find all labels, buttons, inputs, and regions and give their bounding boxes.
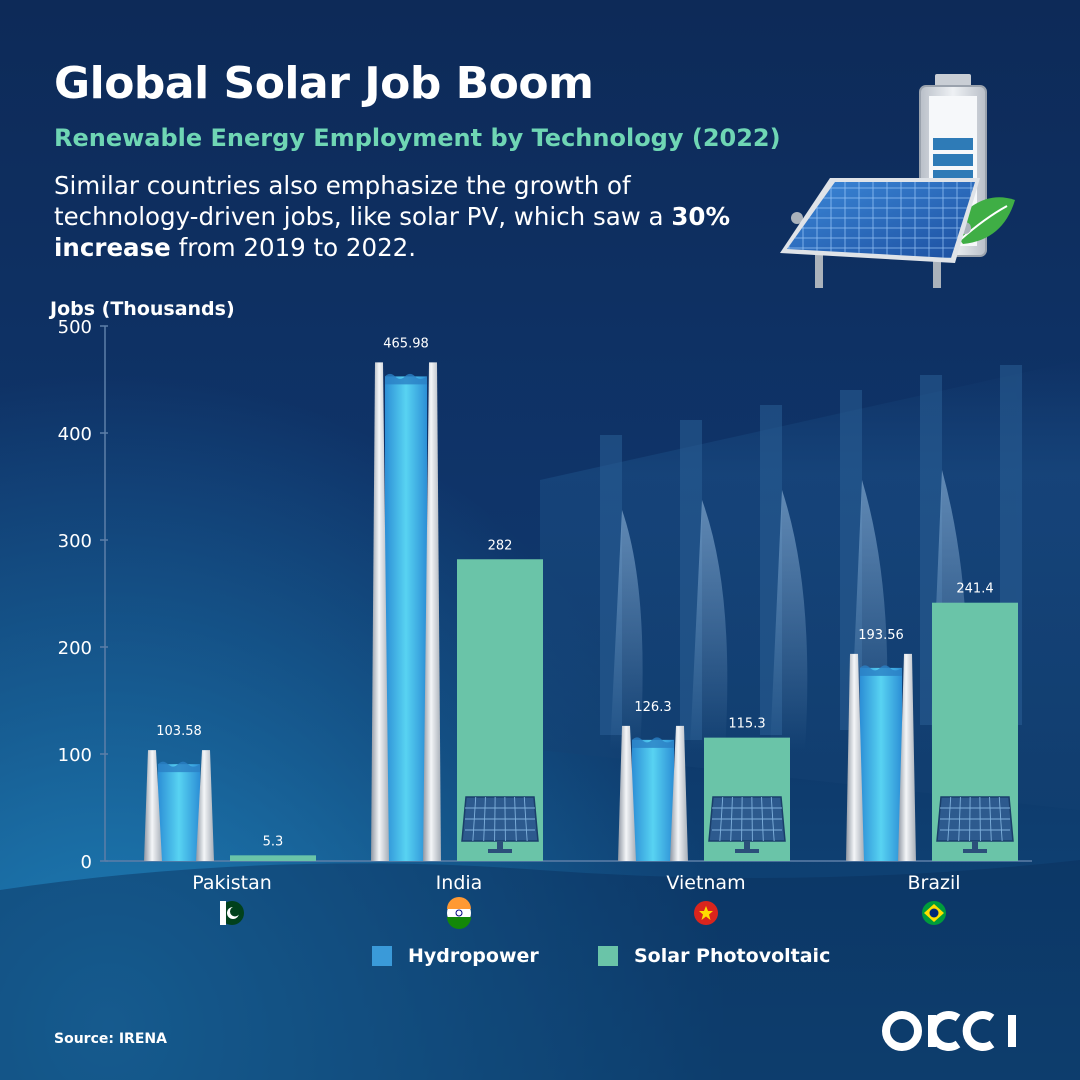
page-subtitle: Renewable Energy Employment by Technolog… — [54, 124, 781, 152]
y-axis-label: Jobs (Thousands) — [48, 298, 235, 320]
hydropower-water — [632, 739, 674, 861]
hydropower-bar-brazil — [846, 653, 916, 861]
hydropower-tower-left — [618, 725, 636, 861]
description-text-2: from 2019 to 2022. — [170, 233, 417, 262]
solar-panel-icon — [936, 796, 1014, 853]
x-tick-label: Brazil — [907, 872, 960, 894]
hydropower-value-label: 103.58 — [156, 724, 202, 739]
hydropower-tower-right — [670, 725, 688, 861]
x-tick-label: India — [436, 872, 483, 894]
hydropower-water — [158, 764, 200, 861]
brazil-flag-icon — [922, 901, 946, 925]
description: Similar countries also emphasize the gro… — [54, 170, 754, 263]
bar-chart: Jobs (Thousands) 0 100 200 300 400 500 103.58… — [48, 298, 1032, 929]
legend-solar-swatch — [598, 946, 618, 966]
hydropower-value-label: 126.3 — [634, 700, 671, 715]
x-tick-label: Vietnam — [666, 872, 745, 894]
y-tick-label: 100 — [58, 745, 92, 766]
x-tick-label: Pakistan — [192, 872, 272, 894]
y-tick-label: 500 — [58, 317, 92, 338]
hydropower-bar-vietnam — [618, 725, 688, 861]
hydropower-tower-left — [846, 653, 864, 861]
solar-value-label: 5.3 — [263, 834, 284, 849]
legend-solar-label: Solar Photovoltaic — [634, 945, 831, 967]
pakistan-flag-icon — [220, 901, 244, 925]
hydropower-value-label: 465.98 — [383, 336, 429, 351]
legend-hydropower-swatch — [372, 946, 392, 966]
y-tick-label: 200 — [58, 638, 92, 659]
solar-panel-icon — [708, 796, 786, 853]
y-tick-label: 400 — [58, 424, 92, 445]
y-tick-label: 0 — [81, 852, 92, 873]
hydropower-tower-right — [898, 653, 916, 861]
solar-bar-pakistan — [230, 855, 316, 861]
hydropower-water — [860, 667, 902, 861]
solar-value-label: 115.3 — [728, 717, 765, 732]
legend-hydropower: Hydropower — [372, 945, 539, 967]
solar-value-label: 282 — [488, 538, 513, 553]
hydropower-water — [385, 376, 427, 861]
solar-panel-icon — [461, 796, 539, 853]
hydropower-tower-right — [423, 362, 441, 861]
legend-solar: Solar Photovoltaic — [598, 945, 830, 967]
page-title: Global Solar Job Boom — [54, 58, 594, 109]
hydropower-tower-right — [196, 750, 214, 861]
hydropower-tower-left — [371, 362, 389, 861]
description-highlight: 30% increase — [54, 202, 731, 262]
india-flag-icon — [447, 897, 471, 929]
battery-solar-panel-icon — [780, 74, 1015, 288]
hydropower-bar-pakistan — [144, 750, 214, 861]
hydropower-bar-india — [371, 362, 441, 861]
y-tick-label: 300 — [58, 531, 92, 552]
legend-hydropower-label: Hydropower — [408, 945, 539, 967]
oicci-logo — [882, 1011, 1016, 1051]
source-note: Source: IRENA — [54, 1031, 167, 1047]
solar-value-label: 241.4 — [956, 582, 993, 597]
hydropower-value-label: 193.56 — [858, 628, 904, 643]
description-text-1: Similar countries also emphasize the gro… — [54, 171, 672, 231]
hydropower-tower-left — [144, 750, 162, 861]
vietnam-flag-icon — [694, 901, 718, 925]
